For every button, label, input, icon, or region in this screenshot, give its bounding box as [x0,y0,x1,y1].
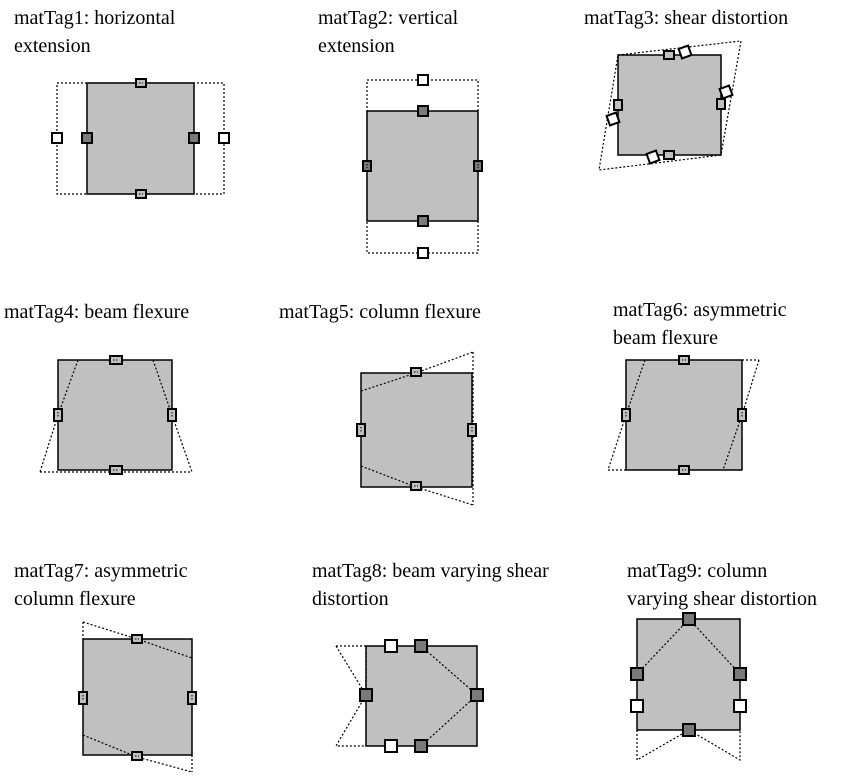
panel-6-label: matTag6: asymmetric beam flexure [613,299,787,349]
panel-5-label: matTag5: column flexure [279,301,481,323]
panel-2-label: matTag2: vertical extension [318,7,459,57]
panel-4-label: matTag4: beam flexure [4,301,190,323]
panel-3-label: matTag3: shear distortion [584,7,789,29]
panel-9-label: matTag9: column varying shear distortion [627,560,817,610]
panel-7-label: matTag7: asymmetric column flexure [14,560,188,610]
panel-8-label: matTag8: beam varying shear distortion [312,560,549,610]
panel-1-label: matTag1: horizontal extension [14,7,176,57]
